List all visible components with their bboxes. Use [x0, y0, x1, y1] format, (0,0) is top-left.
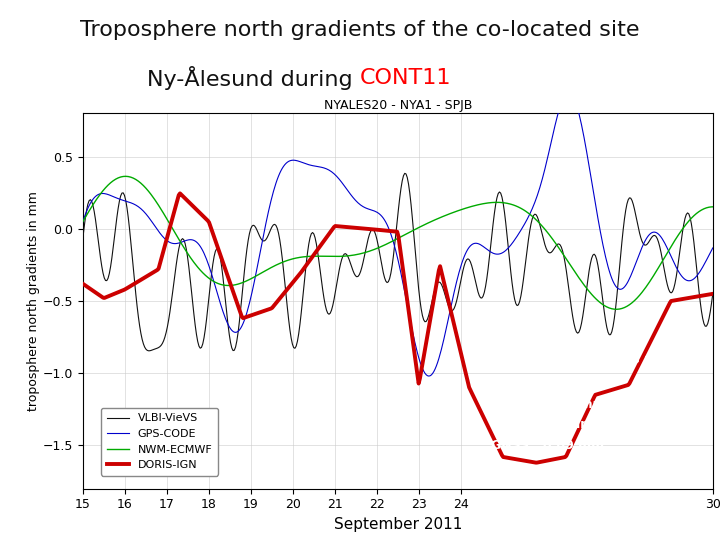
Y-axis label: troposphere north gradients in mm: troposphere north gradients in mm: [27, 191, 40, 411]
Text: Median formal errors at
Ny-Ålesund :
DORIS: 0.13 mm
VLBI: 0.23 mm
GNSS:  0.09 mm: Median formal errors at Ny-Ålesund : DOR…: [491, 353, 658, 451]
Text: Ny-Ålesund during: Ny-Ålesund during: [148, 66, 360, 90]
X-axis label: September 2011: September 2011: [333, 517, 462, 532]
Text: Troposphere north gradients of the co-located site: Troposphere north gradients of the co-lo…: [80, 20, 640, 40]
Text: CONT11: CONT11: [360, 68, 451, 88]
Title: NYALES20 - NYA1 - SPJB: NYALES20 - NYA1 - SPJB: [323, 99, 472, 112]
Legend: VLBI-VieVS, GPS-CODE, NWM-ECMWF, DORIS-IGN: VLBI-VieVS, GPS-CODE, NWM-ECMWF, DORIS-I…: [101, 408, 218, 476]
